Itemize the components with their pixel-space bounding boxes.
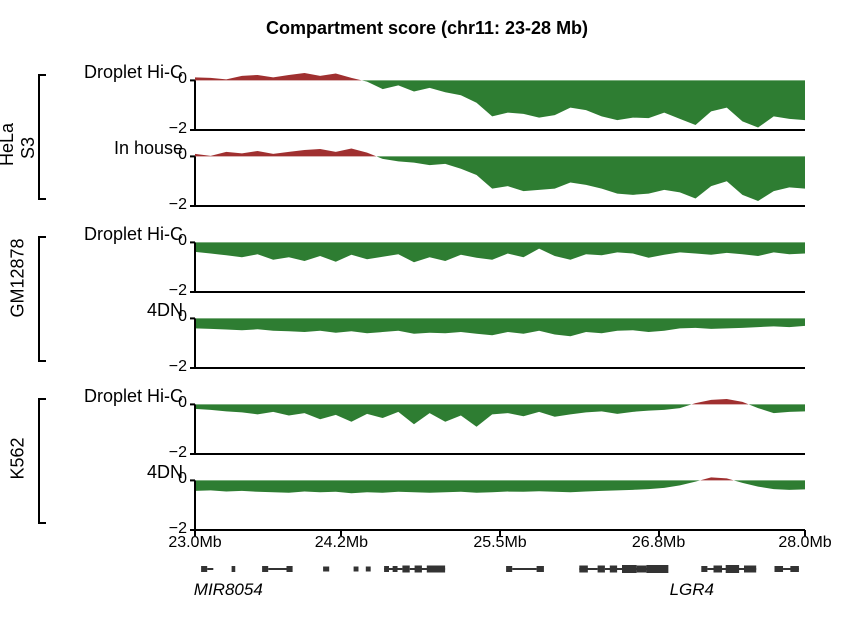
chart-title: Compartment score (chr11: 23-28 Mb) (0, 18, 854, 39)
x-tick-label: 25.5Mb (460, 534, 540, 552)
y-tick-label: 0 (161, 308, 187, 326)
y-tick-label: −2 (161, 444, 187, 462)
y-tick-label: 0 (161, 146, 187, 164)
group-label: GM12878 (8, 282, 29, 318)
group-bracket (38, 398, 46, 524)
y-tick-label: −2 (161, 282, 187, 300)
group-bracket (38, 74, 46, 200)
group-bracket (38, 236, 46, 362)
y-tick-label: −2 (161, 196, 187, 214)
gene-label: MIR8054 (194, 580, 263, 600)
x-tick-label: 23.0Mb (155, 534, 235, 552)
compartment-track (195, 230, 805, 292)
compartment-track (195, 68, 805, 130)
compartment-track (195, 468, 805, 530)
x-tick-label: 24.2Mb (301, 534, 381, 552)
y-tick-label: −2 (161, 358, 187, 376)
compartment-track (195, 392, 805, 454)
y-tick-label: 0 (161, 394, 187, 412)
gene-label: LGR4 (670, 580, 714, 600)
y-tick-label: 0 (161, 70, 187, 88)
x-tick-label: 28.0Mb (765, 534, 845, 552)
compartment-track (195, 306, 805, 368)
y-tick-label: 0 (161, 470, 187, 488)
group-label: K562 (8, 444, 29, 480)
gene-track (195, 560, 805, 578)
y-tick-label: −2 (161, 120, 187, 138)
compartment-track (195, 144, 805, 206)
x-tick-label: 26.8Mb (619, 534, 699, 552)
group-label: HeLa S3 (0, 130, 39, 166)
y-tick-label: 0 (161, 232, 187, 250)
